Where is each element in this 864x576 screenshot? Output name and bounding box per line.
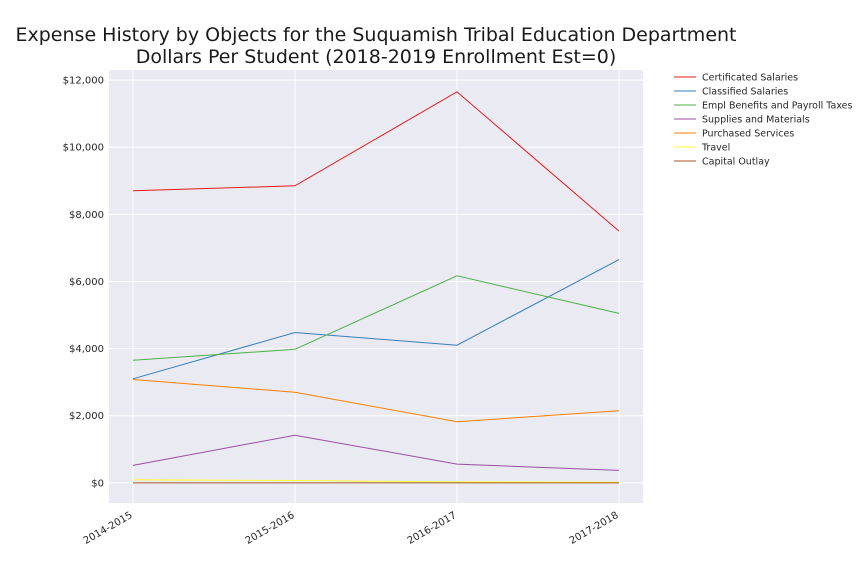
legend: Certificated Salaries Classified Salaries… <box>674 73 853 168</box>
x-tick-label: 2014-2015 <box>82 510 135 547</box>
line-layer <box>132 91 620 484</box>
legend-label: Capital Outlay <box>702 157 770 168</box>
y-tick-label: $2,000 <box>69 411 104 422</box>
y-tick-label: $6,000 <box>69 277 104 288</box>
series-line <box>132 259 620 380</box>
series-line <box>132 479 620 483</box>
y-tick-label: $8,000 <box>69 210 104 221</box>
plot-background <box>109 70 643 503</box>
legend-label: Travel <box>701 143 730 154</box>
y-tick-label: $4,000 <box>69 344 104 355</box>
grid-layer <box>109 70 643 503</box>
y-tick-label: $0 <box>91 478 104 489</box>
legend-label: Purchased Services <box>702 129 794 140</box>
series-line <box>132 275 620 361</box>
x-tick-labels: 2014-2015 2015-2016 2016-2017 2017-2018 <box>82 510 621 547</box>
legend-label: Supplies and Materials <box>702 115 810 126</box>
series-line <box>132 91 620 232</box>
legend-label: Empl Benefits and Payroll Taxes <box>702 101 853 112</box>
x-tick-label: 2015-2016 <box>244 510 297 547</box>
series-line <box>132 434 620 471</box>
y-tick-label: $10,000 <box>63 143 104 154</box>
series-line <box>132 379 620 423</box>
y-tick-labels: $0 $2,000 $4,000 $6,000 $8,000 $10,000 $12,000 <box>63 76 104 490</box>
legend-label: Certificated Salaries <box>702 73 798 84</box>
x-tick-label: 2016-2017 <box>406 510 459 547</box>
legend-label: Classified Salaries <box>702 87 788 98</box>
chart-subtitle: Dollars Per Student (2018-2019 Enrollmen… <box>136 46 617 68</box>
y-tick-label: $12,000 <box>63 76 104 87</box>
chart-title: Expense History by Objects for the Suqua… <box>16 24 737 46</box>
x-tick-label: 2017-2018 <box>568 510 621 547</box>
